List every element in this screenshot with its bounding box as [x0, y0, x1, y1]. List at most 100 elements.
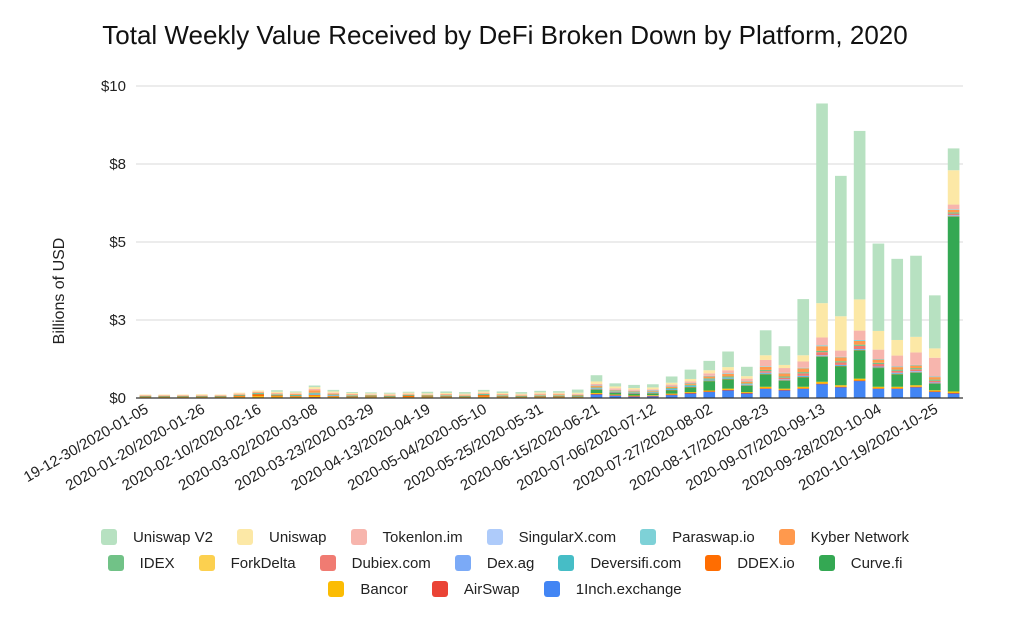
bar-segment: [835, 385, 847, 387]
bar-segment: [891, 388, 904, 398]
bar-segment: [139, 395, 152, 397]
bar-segment: [778, 388, 791, 390]
legend-swatch: [818, 555, 835, 571]
bar-segment: [928, 348, 941, 358]
legend-item: Deversifi.com: [558, 555, 681, 572]
bar-segment: [684, 384, 697, 386]
bar-segment: [308, 393, 321, 395]
x-tick-labels: 19-12-30/2020-01-052020-01-20/2020-01-26…: [21, 401, 941, 495]
bar-segment: [496, 391, 509, 394]
bar-segment: [759, 388, 772, 398]
bar-segment: [684, 386, 697, 388]
bar-segment: [741, 393, 753, 398]
bar-segment: [553, 395, 565, 396]
legend-swatch: [328, 581, 345, 597]
bar-segment: [515, 396, 528, 398]
bar-stack: [703, 360, 716, 398]
legend-label: Paraswap.io: [672, 528, 755, 546]
bar-segment: [158, 396, 171, 398]
bar-segment: [214, 396, 227, 397]
bar-segment: [571, 392, 584, 394]
bar-segment: [515, 394, 528, 396]
bar-stack: [722, 351, 734, 398]
legend-swatch: [640, 529, 657, 545]
bar-stack: [421, 391, 434, 399]
legend-item: Paraswap.io: [640, 529, 755, 546]
bar-segment: [365, 395, 377, 397]
bar-segment: [891, 388, 904, 389]
bar-segment: [853, 349, 866, 351]
bar-segment: [759, 388, 772, 389]
bar-segment: [872, 243, 885, 331]
bar-segment: [684, 392, 697, 394]
bar-segment: [289, 396, 302, 398]
bar-segment: [214, 394, 227, 396]
bar-segment: [628, 391, 640, 393]
bar-segment: [515, 395, 528, 397]
bar-segment: [872, 388, 885, 389]
bar-segment: [797, 372, 810, 374]
bar-segment: [271, 396, 283, 398]
bar-segment: [947, 170, 960, 205]
bar-segment: [759, 366, 772, 367]
bar-segment: [816, 103, 828, 304]
bar-segment: [477, 393, 490, 394]
bar-segment: [308, 390, 321, 393]
bar-segment: [271, 390, 283, 392]
bar-segment: [835, 365, 847, 367]
bar-segment: [703, 391, 716, 398]
bar-segment: [647, 390, 659, 392]
bar-segment: [703, 390, 716, 392]
bar-segment: [928, 382, 941, 384]
bar-segment: [308, 397, 321, 398]
bar-segment: [891, 370, 904, 373]
bar-stack: [609, 383, 622, 398]
bar-segment: [891, 339, 904, 356]
bar-segment: [741, 383, 753, 385]
bar-segment: [233, 394, 246, 396]
bar-segment: [853, 299, 866, 331]
bar-segment: [346, 395, 358, 396]
bar-segment: [872, 362, 885, 364]
legend-label: Uniswap: [269, 528, 327, 546]
bar-segment: [741, 384, 753, 385]
bar-segment: [872, 359, 885, 363]
bar-segment: [195, 396, 208, 397]
bar-segment: [571, 394, 584, 396]
bar-segment: [665, 390, 678, 394]
bar-segment: [703, 379, 716, 381]
bar-segment: [590, 389, 603, 390]
bar-segment: [421, 395, 434, 397]
bar-segment: [835, 362, 847, 365]
bar-segment: [534, 397, 546, 398]
bar-segment: [534, 393, 546, 395]
bar-segment: [195, 395, 208, 397]
bar-segment: [741, 381, 753, 384]
bar-segment: [496, 395, 509, 397]
bar-stack: [647, 384, 659, 398]
bar-segment: [628, 384, 640, 389]
bar-segment: [233, 395, 246, 396]
bar-segment: [534, 392, 546, 394]
bar-segment: [440, 394, 452, 396]
bar-segment: [665, 384, 678, 387]
bar-segment: [722, 376, 734, 378]
bar-segment: [778, 368, 791, 373]
bar-stack: [496, 391, 509, 399]
bar-segment: [759, 374, 772, 387]
bar-segment: [383, 394, 396, 396]
bar-stack: [308, 385, 321, 398]
bar-segment: [590, 385, 603, 387]
bar-segment: [741, 376, 753, 379]
bar-segment: [928, 383, 941, 391]
bar-segment: [722, 388, 734, 390]
bar-segment: [891, 367, 904, 370]
bar-segment: [421, 393, 434, 395]
legend-swatch: [454, 555, 471, 571]
bar-stack: [252, 390, 264, 399]
bar-segment: [853, 380, 866, 398]
bar-segment: [703, 381, 716, 391]
bar-segment: [872, 367, 885, 369]
bar-segment: [346, 393, 358, 394]
bar-segment: [233, 394, 246, 395]
